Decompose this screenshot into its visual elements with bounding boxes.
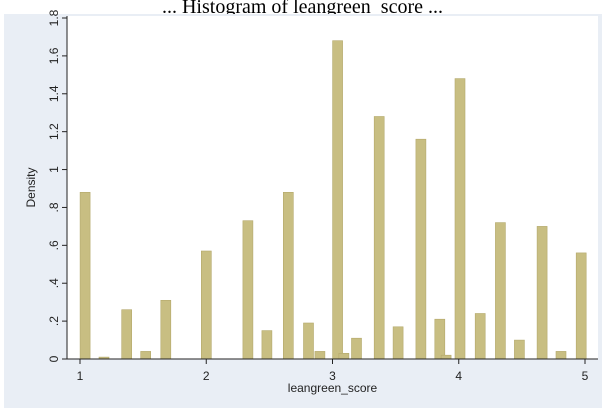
y-tick-label-8: 1.6 — [47, 47, 61, 64]
histogram-bar-19 — [454, 78, 466, 360]
y-tick-label-7: 1.4 — [47, 85, 61, 102]
histogram-bar-23 — [536, 226, 548, 360]
x-tick-label-1: 2 — [203, 369, 210, 383]
y-tick-label-2: .4 — [47, 278, 61, 288]
histogram-bar-2 — [121, 309, 132, 360]
histogram-bar-9 — [303, 322, 314, 360]
y-tick-label-6: 1.2 — [47, 123, 61, 140]
x-tick-label-2: 3 — [329, 369, 336, 383]
histogram-bar-15 — [392, 326, 404, 360]
y-tick-label-1: .2 — [47, 316, 61, 326]
histogram-bar-20 — [474, 313, 486, 360]
y-tick-label-9: 1.8 — [47, 9, 61, 26]
y-tick-label-5: 1 — [47, 166, 61, 173]
histogram-bar-16 — [415, 138, 427, 360]
histogram-bar-5 — [201, 250, 212, 360]
histogram-bar-11 — [332, 40, 343, 360]
histogram-bar-22 — [514, 339, 525, 360]
x-tick-label-4: 5 — [582, 369, 589, 383]
histogram-bar-4 — [160, 299, 172, 360]
histogram-bar-6 — [242, 220, 254, 360]
histogram-bar-8 — [282, 192, 294, 360]
histogram-bar-24 — [555, 351, 567, 360]
y-tick-label-4: .8 — [47, 202, 61, 212]
x-tick-label-0: 1 — [77, 369, 84, 383]
histogram-bar-14 — [373, 116, 385, 360]
chart-title: ... Histogram of leangreen_score ... — [161, 0, 443, 16]
histogram-bar-21 — [495, 222, 506, 360]
histogram-bar-3 — [140, 351, 151, 360]
y-tick-label-3: .6 — [47, 240, 61, 250]
histogram-bar-25 — [575, 252, 587, 360]
histogram-bar-17 — [434, 318, 446, 360]
x-tick-label-3: 4 — [455, 369, 462, 383]
histogram-bar-10 — [314, 351, 326, 360]
histogram-bar-12 — [338, 352, 350, 360]
histogram-bar-7 — [261, 330, 273, 360]
y-tick-label-0: 0 — [47, 355, 61, 362]
histogram-bar-13 — [351, 337, 362, 360]
histogram-bar-18 — [440, 354, 452, 360]
x-axis-title: leangreen_score — [288, 381, 378, 395]
histogram-bar-0 — [79, 192, 91, 360]
y-axis-title: Density — [24, 167, 38, 207]
